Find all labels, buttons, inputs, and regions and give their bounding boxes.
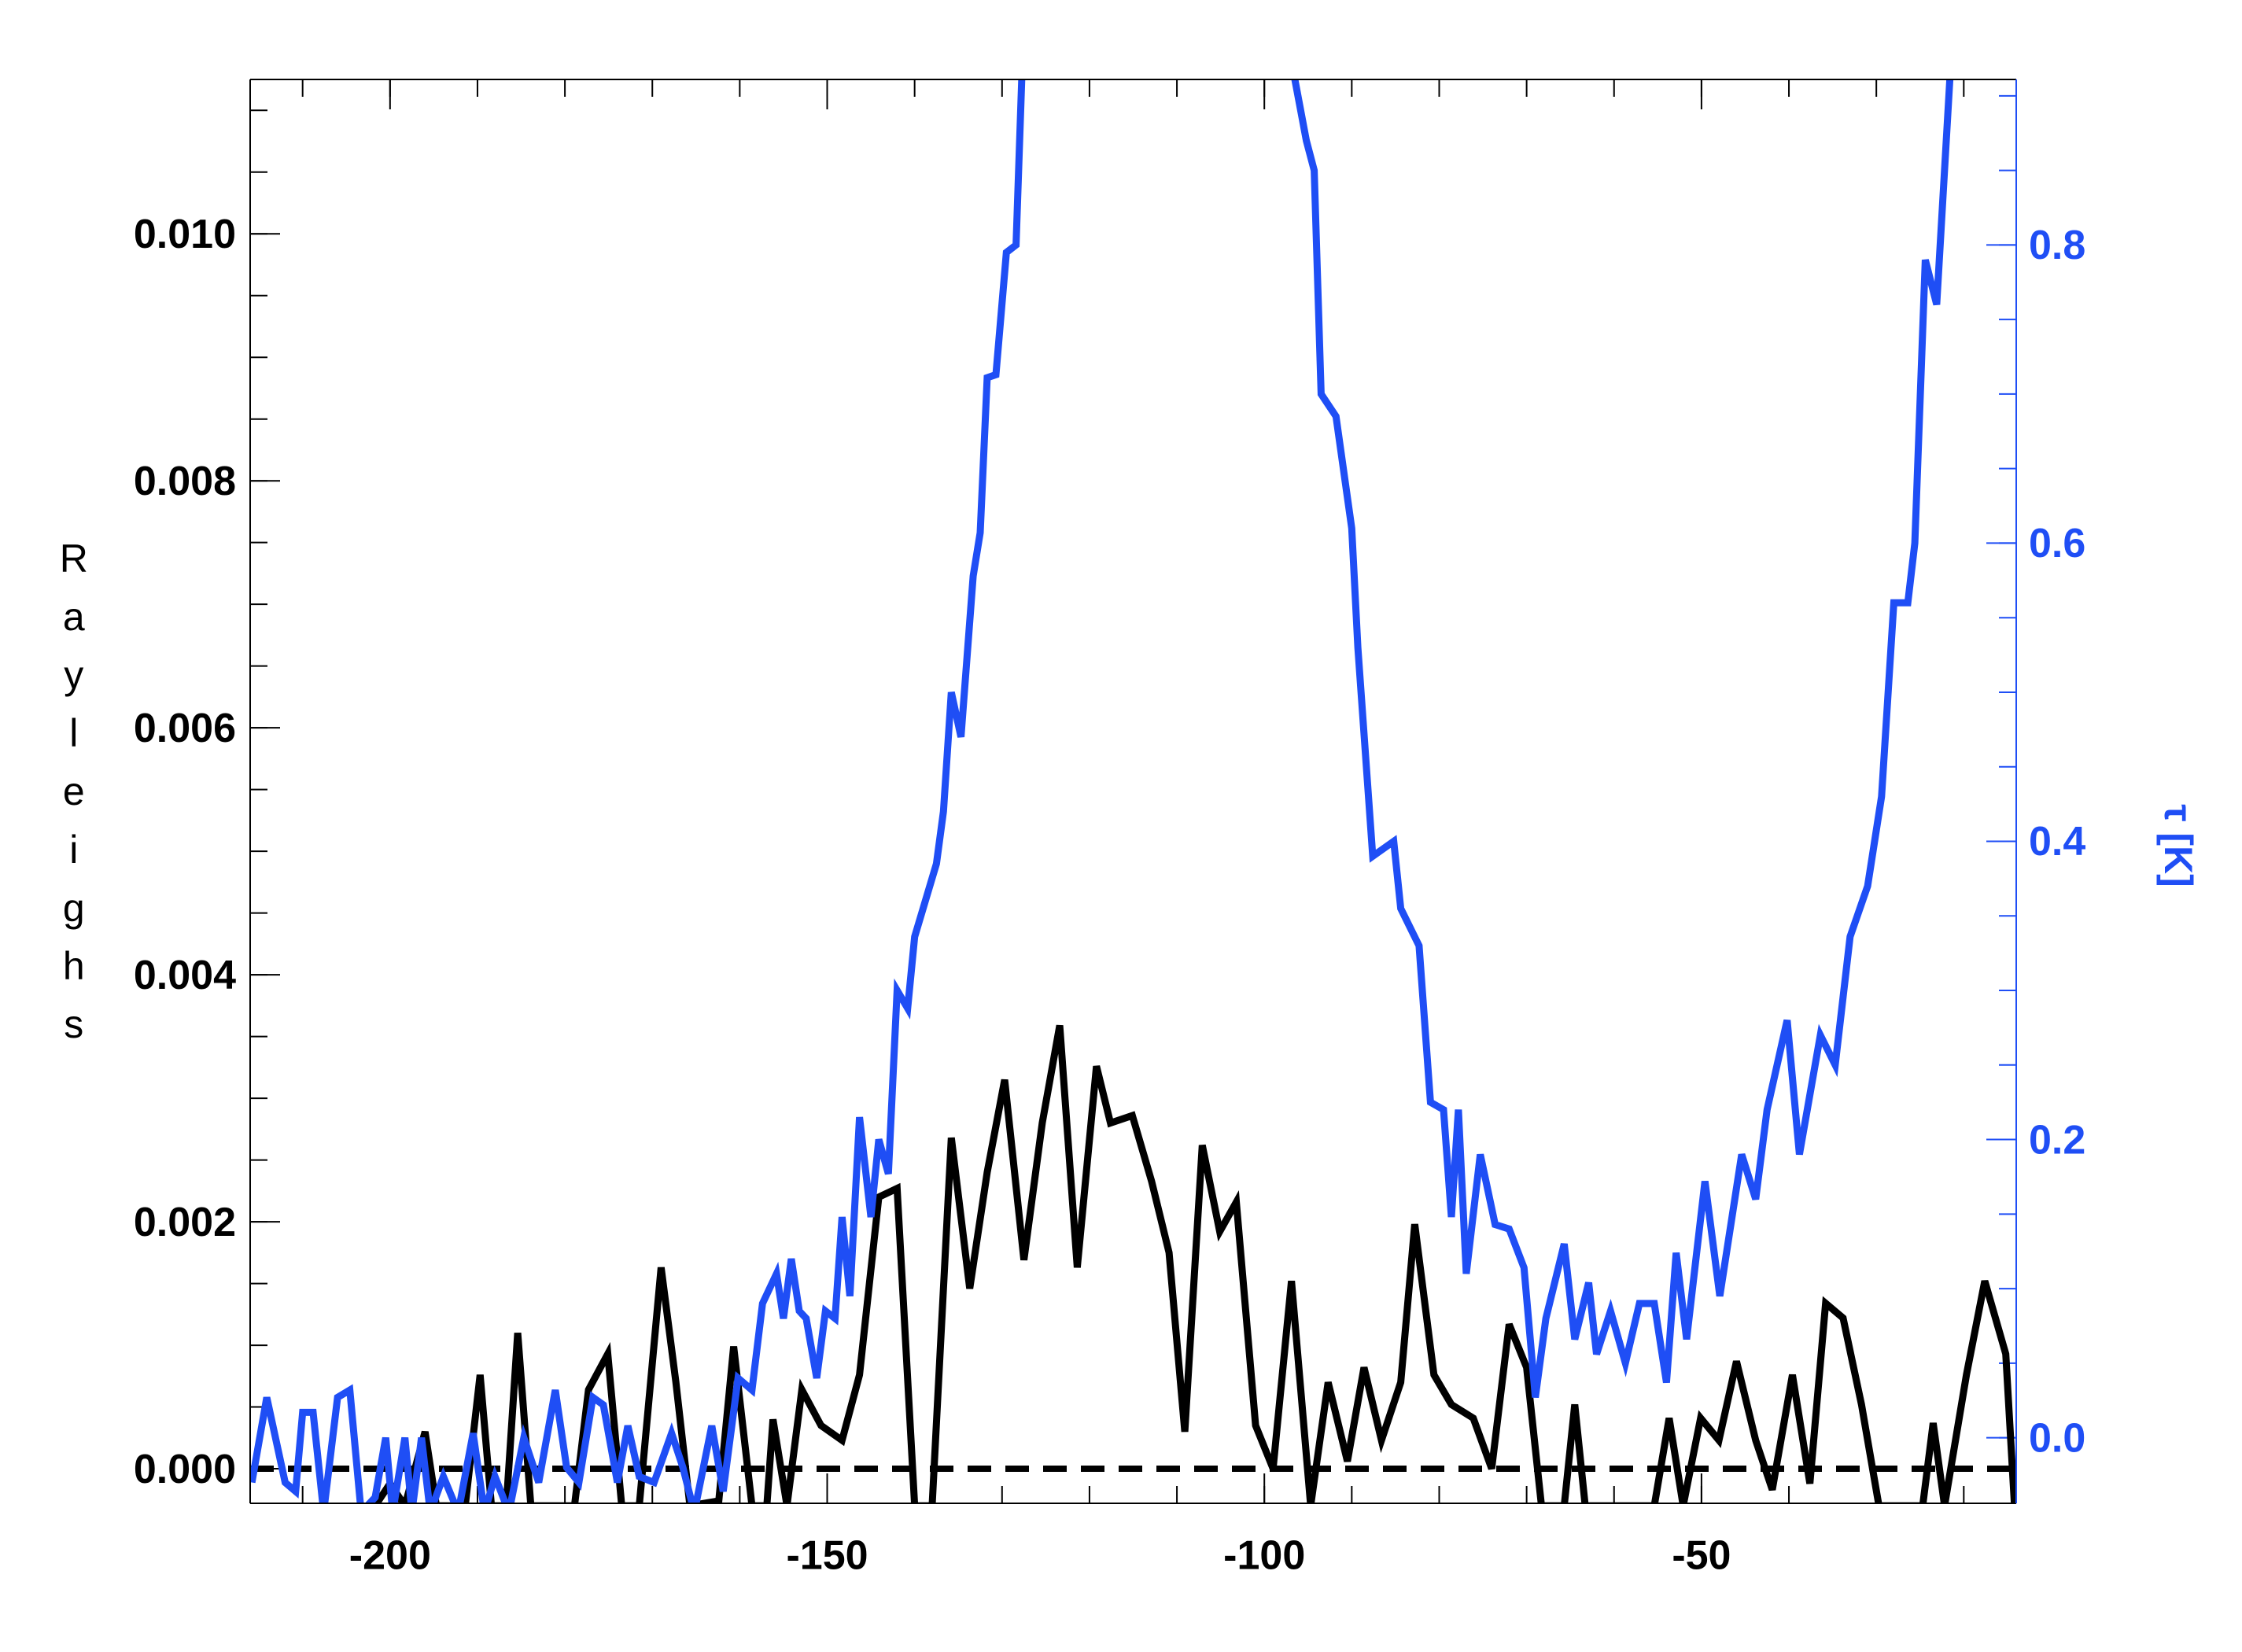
y-tick-label: 0.008 xyxy=(134,459,236,504)
x-tick-label: -200 xyxy=(349,1533,431,1579)
y2-tick-label: 0.8 xyxy=(2029,223,2085,268)
y-tick-label: 0.000 xyxy=(134,1447,236,1492)
data-line xyxy=(250,79,1954,1503)
y2-axis-label: τ [K] xyxy=(2156,804,2200,887)
y2-tick-label: 0.2 xyxy=(2029,1117,2085,1163)
y2-tick-label: 0.4 xyxy=(2029,819,2085,865)
plot-area xyxy=(250,79,2016,1503)
y-tick-label: 0.002 xyxy=(134,1200,236,1245)
y2-tick-label: 0.6 xyxy=(2029,521,2085,566)
y-axis-label: Rayleighs xyxy=(52,537,96,1060)
y2-tick-label: 0.0 xyxy=(2029,1415,2085,1461)
x-tick-label: -150 xyxy=(786,1533,868,1579)
y-tick-label: 0.004 xyxy=(134,953,236,998)
y-tick-label: 0.006 xyxy=(134,706,236,751)
x-tick-label: -100 xyxy=(1223,1533,1305,1579)
x-tick-label: -50 xyxy=(1672,1533,1731,1579)
data-line xyxy=(372,1024,2016,1503)
y-tick-label: 0.010 xyxy=(134,212,236,257)
